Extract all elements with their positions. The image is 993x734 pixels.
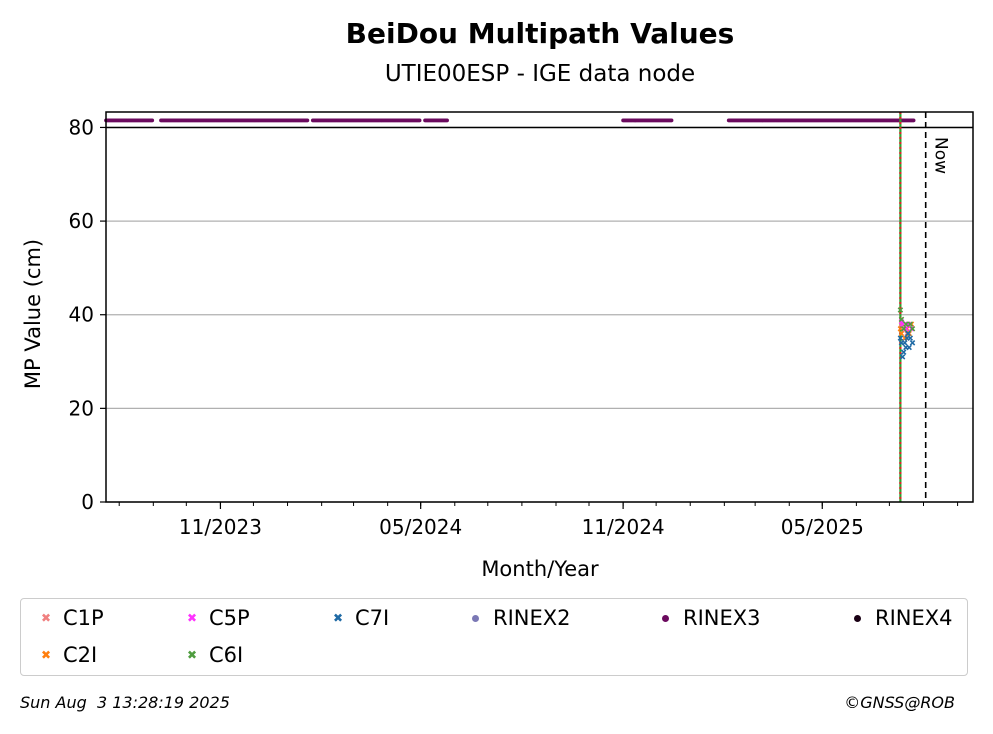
- legend-label: RINEX3: [683, 606, 761, 630]
- x-axis-label: Month/Year: [481, 557, 599, 581]
- availability-point: [417, 118, 422, 123]
- data-point-c7i: [907, 335, 914, 341]
- data-point-c6i: [900, 326, 907, 332]
- legend-item-rinex4: RINEX4: [847, 605, 953, 631]
- data-point-c6i: [903, 321, 909, 327]
- chart-subtitle: UTIE00ESP - IGE data node: [385, 61, 695, 87]
- legend-item-c5p: ✖ C5P: [183, 605, 250, 631]
- y-tick-label: 0: [81, 490, 94, 514]
- legend-label: C1P: [63, 606, 104, 630]
- availability-point: [305, 118, 310, 123]
- y-axis-label: MP Value (cm): [21, 239, 45, 389]
- data-point-c7i: [897, 335, 904, 341]
- data-point-c6i: [909, 326, 916, 332]
- y-tick-label: 40: [69, 303, 94, 327]
- data-point-c6i: [898, 316, 905, 323]
- plot-frame: [105, 111, 974, 503]
- now-label: Now: [931, 137, 951, 174]
- x-tick-label: 11/2023: [179, 515, 262, 539]
- data-point-c7i: [902, 340, 908, 346]
- availability-point: [150, 118, 155, 123]
- footer-timestamp: Sun Aug 3 13:28:19 2025: [20, 693, 230, 712]
- legend-label: RINEX2: [493, 606, 571, 630]
- legend-label: C6I: [209, 643, 244, 667]
- legend-dot-marker: [662, 614, 669, 622]
- legend-dot-marker: [854, 614, 861, 622]
- data-point-c6i: [897, 307, 904, 313]
- legend-x-marker: ✖: [40, 611, 52, 625]
- legend-item-c6i: ✖ C6I: [183, 642, 243, 668]
- legend-item-c7i: ✖ C7I: [329, 605, 389, 631]
- legend-label: C5P: [209, 606, 250, 630]
- availability-point: [911, 118, 916, 123]
- legend-item-c1p: ✖ C1P: [37, 605, 104, 631]
- chart-title: BeiDou Multipath Values: [346, 17, 735, 50]
- y-tick-label: 20: [69, 396, 94, 420]
- data-point-c6i: [907, 321, 914, 327]
- plot-area: 0 20 40 60 80 11/2023 05/2024 11/2024 05/2025 Now: [69, 111, 974, 539]
- y-tick-label: 60: [69, 209, 94, 233]
- availability-point: [669, 118, 674, 123]
- data-point-c7i: [899, 354, 906, 360]
- legend-x-marker: ✖: [40, 648, 52, 662]
- legend-x-marker: ✖: [186, 611, 198, 625]
- data-point-c7i: [900, 349, 907, 355]
- legend-item-rinex2: RINEX2: [465, 605, 571, 631]
- legend-item-rinex3: RINEX3: [655, 605, 761, 631]
- legend-x-marker: ✖: [332, 611, 344, 625]
- data-point-c7i: [905, 330, 911, 337]
- x-tick-label: 05/2024: [379, 515, 462, 539]
- x-tick-label: 05/2025: [781, 515, 864, 539]
- legend-label: C7I: [355, 606, 390, 630]
- legend-label: C2I: [63, 643, 98, 667]
- data-point-c7i: [906, 344, 912, 351]
- legend-label: RINEX4: [875, 606, 953, 630]
- availability-point: [445, 118, 449, 123]
- y-tick-label: 80: [69, 115, 94, 139]
- data-point-c7i: [909, 340, 916, 346]
- footer-credit: ©GNSS@ROB: [844, 693, 955, 712]
- legend-item-c2i: ✖ C2I: [37, 642, 97, 668]
- legend-dot-marker: [472, 614, 479, 622]
- legend-x-marker: ✖: [186, 648, 198, 662]
- legend: ✖ C1P ✖ C5P ✖ C7I RINEX2 RINEX3 RINEX4 ✖ C2I ✖ C6I: [20, 598, 968, 676]
- data-point-c2i: [898, 330, 905, 337]
- x-tick-label: 11/2024: [582, 515, 665, 539]
